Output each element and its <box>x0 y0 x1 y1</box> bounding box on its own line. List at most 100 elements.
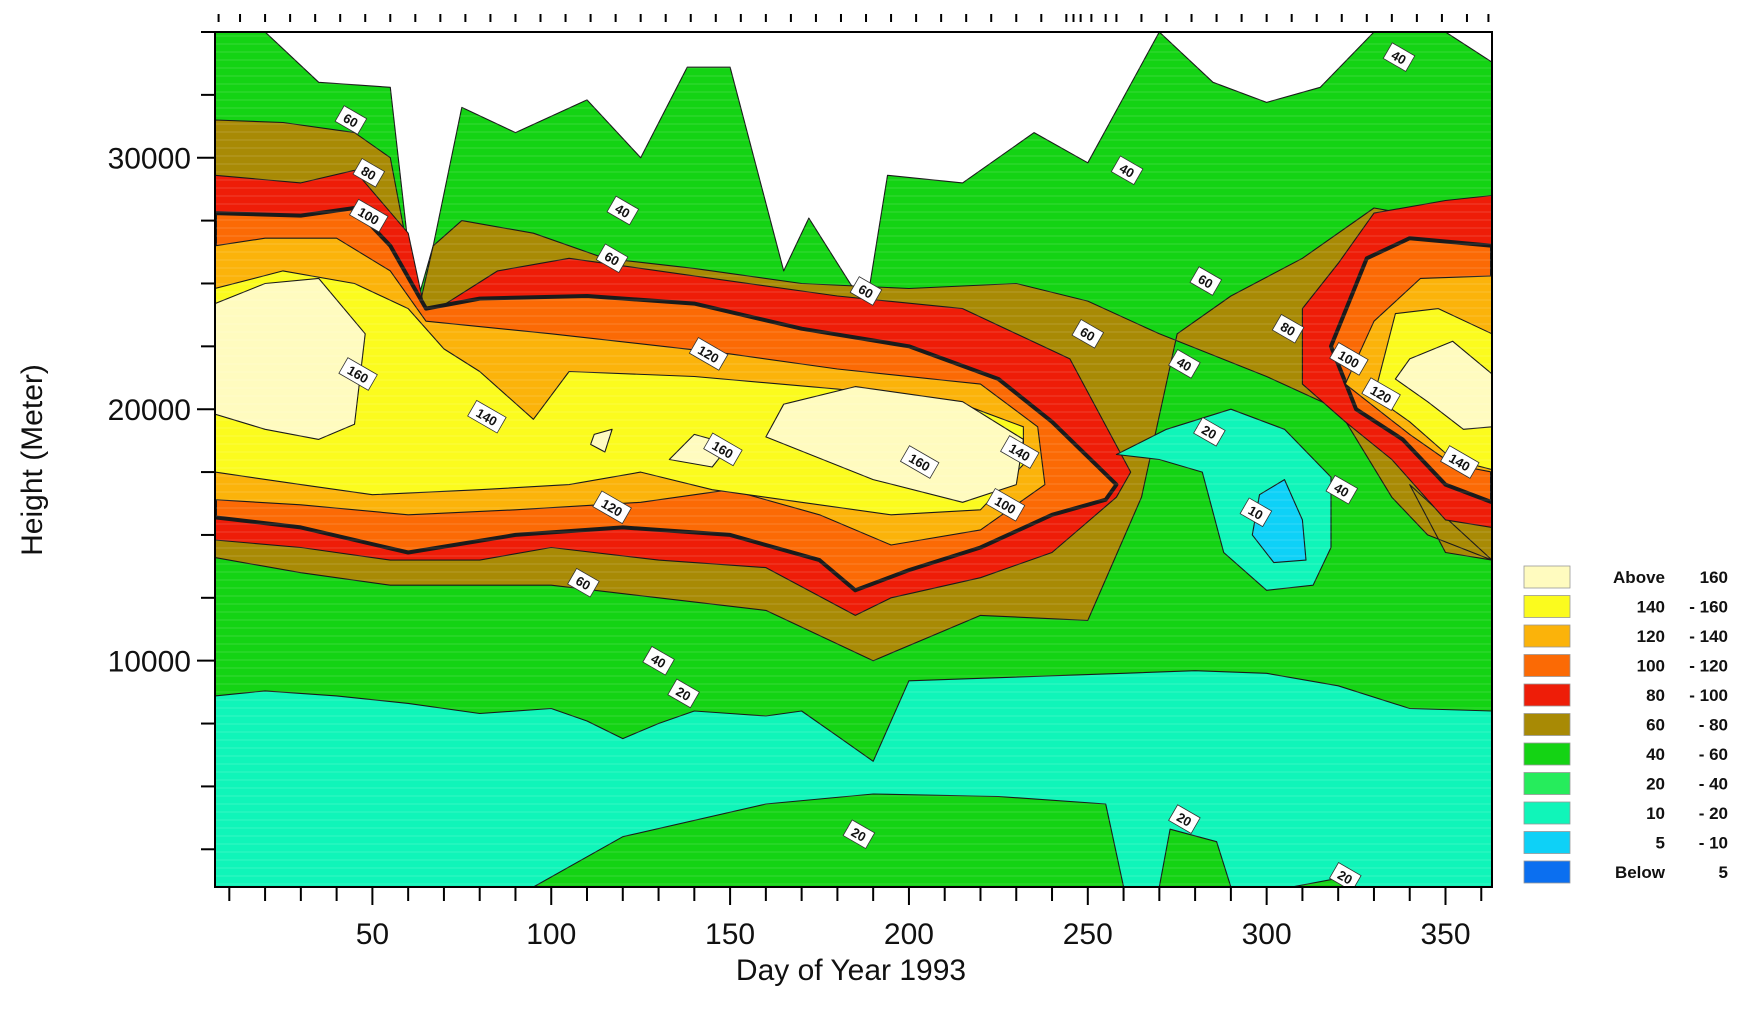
legend-swatch <box>1523 742 1571 766</box>
contour-label-box <box>1382 42 1416 72</box>
legend-label-right: 5 <box>1719 863 1728 882</box>
contour-label: 100 <box>349 198 389 233</box>
contour-label: 80 <box>352 157 386 188</box>
contour-label-value: 40 <box>1389 47 1409 67</box>
contour-label-box <box>688 337 729 371</box>
legend-label-right: - 140 <box>1689 627 1728 646</box>
contour-label: 20 <box>1328 862 1362 887</box>
contour-region-10 <box>215 670 1492 887</box>
contour-label: 40 <box>1325 474 1359 505</box>
contour-label: 20 <box>1168 804 1201 834</box>
contour-label-box <box>703 432 743 467</box>
contour-region-160 <box>215 277 366 440</box>
contour-region-5 <box>1251 479 1307 564</box>
legend-label-left: 80 <box>1646 686 1665 705</box>
contour-region-160 <box>590 428 613 453</box>
contour-label-value: 40 <box>648 651 668 671</box>
legend-label-right: - 20 <box>1699 804 1728 823</box>
contour-label-box <box>1110 155 1144 186</box>
color-legend: Above 160 140 - 160 120 - 140 100 - 120 80 - 100 6… <box>1523 565 1728 884</box>
legend-label-right: - 100 <box>1689 686 1728 705</box>
x-tick-label: 100 <box>526 918 576 951</box>
axes-layer: 50 100 150 200 250 300 350 10000 20000 30000 <box>108 14 1493 951</box>
contour-label-value: 80 <box>1278 319 1298 339</box>
legend-swatch <box>1523 801 1571 825</box>
contour-label-box <box>842 819 876 850</box>
contour-label: 40 <box>1168 349 1201 379</box>
contour-label: 20 <box>1193 416 1226 447</box>
contour-label-value: 40 <box>1332 480 1352 500</box>
contour-label-box <box>349 198 389 233</box>
legend-label-right: - 80 <box>1699 716 1728 735</box>
contour-label-value: 20 <box>849 825 869 845</box>
contour-label-value: 60 <box>1196 271 1216 291</box>
contour-label: 40 <box>606 195 640 226</box>
contour-label-box <box>1239 497 1273 528</box>
contour-label-box <box>1189 266 1223 296</box>
contour-label: 160 <box>703 432 743 467</box>
legend-swatch <box>1523 713 1571 736</box>
contour-label: 60 <box>1189 266 1223 296</box>
legend-swatch <box>1523 624 1571 648</box>
contour-label-value: 60 <box>573 573 593 593</box>
contour-label-box <box>1328 862 1362 887</box>
x-tick-label: 150 <box>705 918 755 951</box>
contour-label-box <box>606 195 640 226</box>
contour-label-box <box>595 243 629 274</box>
plot-frame <box>214 31 1493 888</box>
contour-label-box <box>1329 342 1369 376</box>
legend-label-left: 20 <box>1646 775 1665 794</box>
legend-swatch <box>1523 565 1571 589</box>
contour-label-box <box>592 490 632 525</box>
contour-label: 20 <box>842 819 876 850</box>
contour-label: 60 <box>567 567 600 598</box>
contour-label: 140 <box>1000 435 1040 469</box>
x-tick-label: 50 <box>356 918 389 951</box>
contour-label-value: 40 <box>1117 161 1137 181</box>
x-tick-label: 200 <box>884 918 934 951</box>
contour-label: 120 <box>688 337 729 371</box>
contour-label-value: 60 <box>856 281 876 301</box>
contour-label-value: 20 <box>1174 809 1194 829</box>
contour-label-box <box>1000 435 1040 469</box>
contour-region-160 <box>765 386 1024 503</box>
contour-label-box <box>467 399 507 434</box>
y-tick-label: 20000 <box>108 394 191 427</box>
contour-label-value: 20 <box>1335 867 1355 887</box>
contour-label-box <box>1325 474 1359 505</box>
legend-label-left: 40 <box>1646 745 1665 764</box>
contour-label-box <box>849 276 883 306</box>
legend-label-left: 60 <box>1646 716 1665 735</box>
x-tick-label: 300 <box>1242 918 1292 951</box>
contour-label: 80 <box>1271 313 1305 344</box>
contour-label: 40 <box>1110 155 1144 186</box>
legend-swatch <box>1523 772 1571 795</box>
contour-label-value: 40 <box>613 201 633 221</box>
legend-swatch <box>1523 595 1571 618</box>
contour-label: 160 <box>338 357 378 391</box>
contour-label-box <box>352 157 386 188</box>
x-tick-label: 250 <box>1063 918 1113 951</box>
contour-label-box <box>1168 349 1201 379</box>
contour-label: 160 <box>899 445 940 479</box>
contour-label-value: 10 <box>1246 503 1266 523</box>
legend-label-right: - 10 <box>1699 834 1728 853</box>
contour-fill-layer <box>215 32 1492 887</box>
legend-label-left: 5 <box>1656 834 1665 853</box>
contour-label-value: 40 <box>1174 354 1194 374</box>
legend-label-left: Above <box>1613 568 1665 587</box>
legend-label-left: 140 <box>1637 598 1665 617</box>
legend-label-left: 120 <box>1637 627 1665 646</box>
contour-label: 10 <box>1239 497 1273 528</box>
contour-label-value: 20 <box>1199 422 1219 442</box>
x-axis-title: Day of Year 1993 <box>736 954 966 987</box>
contour-region-160 <box>1394 340 1492 430</box>
y-tick-label: 10000 <box>108 646 191 679</box>
legend-label-right: 160 <box>1700 568 1728 587</box>
legend-swatch <box>1523 654 1571 677</box>
y-tick-label: 30000 <box>108 143 191 176</box>
legend-label-right: - 60 <box>1699 745 1728 764</box>
